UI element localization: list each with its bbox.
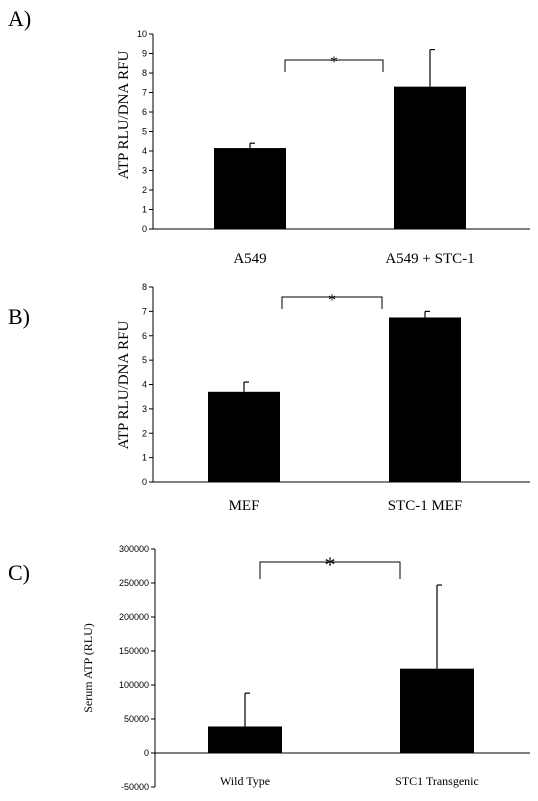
panel-b-bar	[389, 317, 461, 482]
panel-c-y-tick-label: -50000	[121, 782, 149, 792]
panel-a-y-tick-label: 8	[142, 68, 147, 78]
panel-a-category-label: A549 + STC-1	[385, 251, 474, 267]
panel-c-y-tick-label: 150000	[119, 646, 149, 656]
panel-a-y-tick-label: 7	[142, 88, 147, 98]
panel-b-y-axis-label: ATP RLU/DNA RFU	[116, 321, 132, 450]
panel-c-category-label: STC1 Transgenic	[395, 774, 479, 788]
panel-a-y-tick-label: 4	[142, 146, 147, 156]
panel-c-significance-star: *	[325, 552, 336, 577]
panel-c-category-label: Wild Type	[220, 774, 270, 788]
panel-b-category-label: STC-1 MEF	[388, 498, 463, 514]
panel-b-significance-star: *	[328, 292, 336, 309]
panel-a-bars	[214, 48, 466, 230]
panel-b-significance: *	[281, 292, 383, 309]
panel-b-y-tick-label: 6	[142, 331, 147, 341]
panel-b-axes	[152, 287, 530, 483]
panel-b-y-tick-label: 5	[142, 355, 147, 365]
panel-a-bar	[214, 148, 286, 229]
panel-a-y-tick-label: 6	[142, 107, 147, 117]
panel-b-bar	[208, 391, 280, 482]
panel-a-y-tick-label: 9	[142, 49, 147, 59]
panel-b-y-tick-label: 1	[142, 453, 147, 463]
panel-c-significance-bracket	[259, 561, 401, 579]
panel-a-y-axis-label: ATP RLU/DNA RFU	[116, 51, 132, 180]
panel-b: B) ATP RLU/DNA RFU 0 1 2 3 4 5 6 7 8 * MEF STC-1…	[8, 282, 530, 514]
panel-b-y-tick-label: 2	[142, 428, 147, 438]
panel-b-y-tick-label: 7	[142, 306, 147, 316]
panel-b-significance-bracket	[281, 296, 383, 309]
panel-c-bar	[400, 668, 474, 753]
panel-a-significance-bracket	[284, 59, 384, 72]
panel-c-y-tick-label: 200000	[119, 612, 149, 622]
panel-c-y-tick-label: 50000	[124, 714, 149, 724]
panel-c-significance: *	[259, 552, 401, 579]
panel-a-significance-star: *	[330, 54, 338, 71]
panel-c-axes	[154, 549, 530, 787]
panel-c-label: C)	[8, 560, 30, 585]
panel-a-y-tick-label: 1	[142, 205, 147, 215]
panel-a-y-tick-label: 3	[142, 166, 147, 176]
panel-c-bar	[208, 726, 282, 753]
panel-a-label: A)	[8, 6, 31, 31]
panel-c-bars	[208, 584, 474, 753]
panel-a: A) ATP RLU/DNA RFU 0 1 2 3 4 5 6 7 8 9 10 * A549 A…	[8, 6, 530, 267]
panel-c-y-tick-label: 100000	[119, 680, 149, 690]
panel-a-category-label: A549	[233, 251, 266, 267]
panel-b-y-ticks: 0 1 2 3 4 5 6 7 8	[142, 282, 153, 487]
panel-b-y-tick-label: 4	[142, 380, 147, 390]
panel-c-y-tick-label: 0	[144, 748, 149, 758]
panel-c-y-axis-label: Serum ATP (RLU)	[81, 623, 95, 713]
panel-b-y-tick-label: 8	[142, 282, 147, 292]
panel-a-y-ticks: 0 1 2 3 4 5 6 7 8 9 10	[137, 29, 153, 234]
panel-b-y-tick-label: 3	[142, 404, 147, 414]
panel-c-y-ticks: -50000 0 50000 100000 150000 200000 250000 3000…	[119, 544, 155, 792]
panel-a-y-tick-label: 0	[142, 224, 147, 234]
panel-a-y-tick-label: 10	[137, 29, 147, 39]
panel-b-label: B)	[8, 304, 30, 329]
panel-b-bars	[208, 310, 461, 482]
panel-c-y-tick-label: 250000	[119, 578, 149, 588]
panel-c: C) Serum ATP (RLU) -50000 0 50000 100000 150…	[8, 544, 530, 792]
panel-c-y-tick-label: 300000	[119, 544, 149, 554]
panel-a-axes	[152, 34, 530, 230]
panel-b-y-tick-label: 0	[142, 477, 147, 487]
panel-a-y-tick-label: 2	[142, 185, 147, 195]
panel-a-significance: *	[284, 54, 384, 72]
panel-a-bar	[394, 86, 466, 230]
panel-a-y-tick-label: 5	[142, 127, 147, 137]
panel-b-category-label: MEF	[229, 498, 260, 514]
